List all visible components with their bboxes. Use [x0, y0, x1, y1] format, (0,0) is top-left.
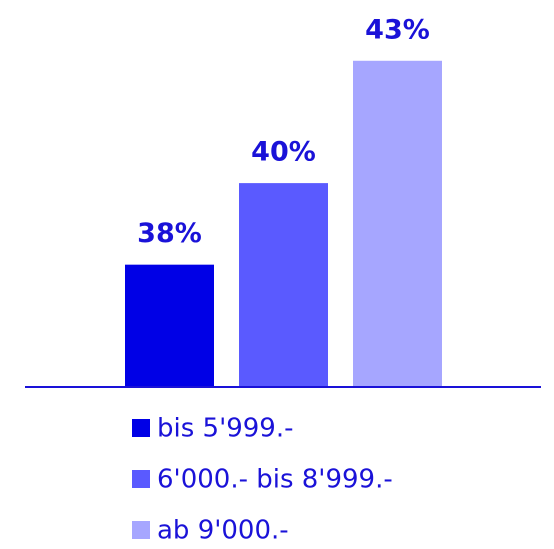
bar	[353, 60, 442, 388]
legend-label: ab 9'000.-	[157, 516, 289, 546]
legend-swatch	[132, 419, 150, 437]
value-label: 38%	[137, 218, 202, 249]
legend-label: bis 5'999.-	[157, 414, 294, 444]
value-label: 43%	[365, 14, 430, 45]
value-label: 40%	[251, 137, 316, 168]
legend-swatch	[132, 521, 150, 539]
bar	[239, 183, 328, 387]
bar	[125, 264, 214, 387]
legend-swatch	[132, 470, 150, 488]
legend-label: 6'000.- bis 8'999.-	[157, 465, 393, 495]
